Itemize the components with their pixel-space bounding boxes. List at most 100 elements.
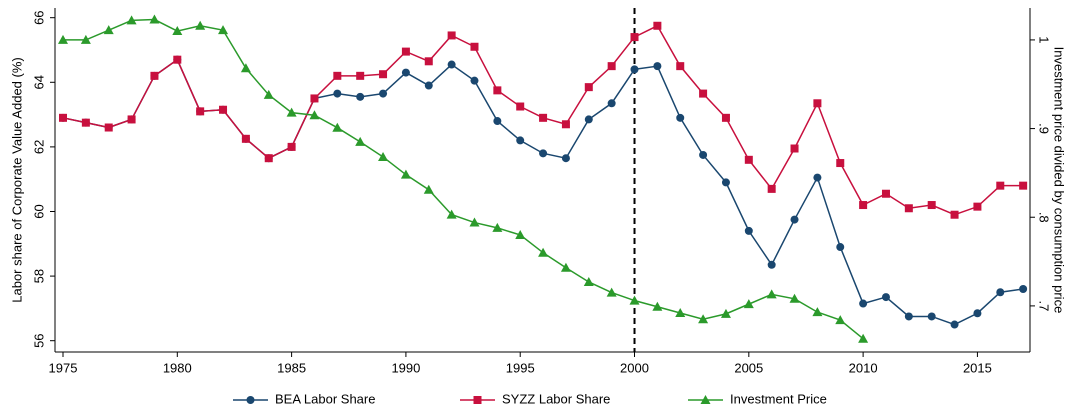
marker <box>766 289 777 299</box>
marker <box>653 21 662 30</box>
marker <box>264 154 273 163</box>
marker <box>58 34 69 44</box>
marker <box>424 57 433 66</box>
marker <box>447 31 456 40</box>
y-tick-label: 60 <box>31 204 46 218</box>
series-line <box>62 58 1024 326</box>
y-tick-label: 64 <box>31 75 46 89</box>
marker <box>81 118 90 127</box>
marker <box>583 276 594 286</box>
marker <box>789 293 800 303</box>
marker <box>378 151 389 161</box>
marker <box>676 113 685 122</box>
marker <box>1019 181 1028 190</box>
legend-label: SYZZ Labor Share <box>502 391 610 406</box>
marker <box>516 136 525 145</box>
marker <box>493 86 502 95</box>
marker <box>560 262 571 272</box>
marker <box>561 154 570 163</box>
marker <box>516 102 525 111</box>
marker <box>904 312 913 321</box>
x-tick-label: 2015 <box>963 360 992 375</box>
series-line <box>63 18 864 340</box>
y2-tick-label: 1 <box>1037 36 1052 43</box>
marker <box>355 136 366 146</box>
marker <box>263 89 274 99</box>
x-tick-label: 1980 <box>163 360 192 375</box>
x-tick-label: 1975 <box>49 360 78 375</box>
marker <box>584 83 593 92</box>
marker <box>652 301 663 311</box>
marker <box>356 92 365 101</box>
marker <box>790 215 799 224</box>
marker <box>196 107 205 116</box>
marker <box>310 94 319 103</box>
marker <box>241 134 250 143</box>
marker <box>859 299 868 308</box>
marker <box>950 210 959 219</box>
marker <box>539 149 548 158</box>
marker <box>584 115 593 124</box>
marker <box>630 33 639 42</box>
marker <box>973 309 982 318</box>
marker <box>379 70 388 79</box>
marker <box>423 184 434 194</box>
marker <box>720 308 731 318</box>
marker <box>538 247 549 257</box>
marker <box>606 287 617 297</box>
marker <box>424 81 433 90</box>
marker <box>1019 285 1028 294</box>
marker <box>812 307 823 317</box>
y-tick-label: 66 <box>31 10 46 24</box>
y-tick-label: 62 <box>31 140 46 154</box>
marker <box>629 295 640 305</box>
marker <box>813 99 822 108</box>
marker <box>446 209 457 219</box>
marker <box>80 34 91 44</box>
marker <box>744 155 753 164</box>
marker <box>607 99 616 108</box>
marker <box>653 62 662 71</box>
x-tick-label: 1985 <box>277 360 306 375</box>
marker <box>150 71 159 80</box>
marker <box>447 60 456 69</box>
marker <box>904 204 913 213</box>
marker <box>743 299 754 309</box>
marker <box>195 20 206 30</box>
marker <box>996 288 1005 297</box>
legend-label: Investment Price <box>730 391 827 406</box>
marker <box>699 89 708 98</box>
marker <box>973 202 982 211</box>
marker <box>218 25 229 35</box>
marker <box>767 260 776 269</box>
marker <box>698 314 709 324</box>
y2-tick-label: .7 <box>1037 300 1052 311</box>
marker <box>721 113 730 122</box>
marker <box>104 123 113 132</box>
marker <box>950 320 959 329</box>
marker <box>126 15 137 25</box>
marker <box>240 63 251 73</box>
marker <box>333 89 342 98</box>
marker <box>401 47 410 56</box>
legend-label: BEA Labor Share <box>275 391 375 406</box>
x-tick-label: 2010 <box>849 360 878 375</box>
y2-axis-title: Investment price divided by consumption … <box>1052 47 1067 314</box>
marker <box>470 76 479 85</box>
marker <box>675 307 686 317</box>
marker <box>127 115 136 124</box>
marker <box>835 315 846 325</box>
marker <box>699 150 708 159</box>
marker <box>401 68 410 77</box>
marker <box>309 110 320 120</box>
x-tick-label: 1990 <box>391 360 420 375</box>
legend-marker <box>473 396 482 404</box>
marker <box>103 25 114 35</box>
x-tick-label: 2000 <box>620 360 649 375</box>
marker <box>881 189 890 198</box>
marker <box>333 71 342 80</box>
marker <box>881 293 890 302</box>
legend-marker <box>700 395 711 404</box>
marker <box>561 120 570 129</box>
